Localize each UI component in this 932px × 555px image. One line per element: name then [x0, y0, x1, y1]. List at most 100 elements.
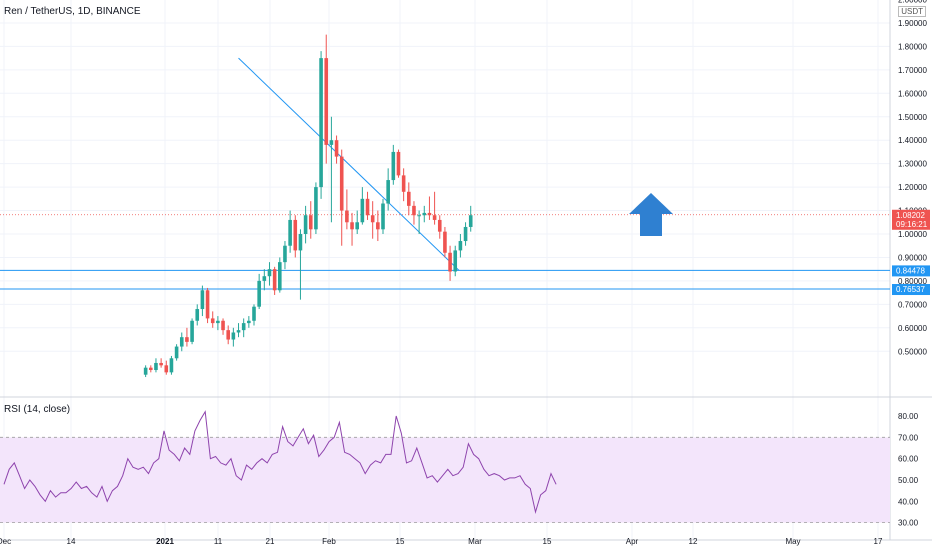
time-tick-label: Apr — [626, 537, 639, 546]
candle-body — [468, 215, 473, 227]
chart-title: Ren / TetherUS, 1D, BINANCE — [4, 6, 141, 17]
candle-body — [195, 309, 200, 321]
candle-body — [143, 367, 148, 375]
level-price-tag-text: 0.84478 — [896, 266, 925, 275]
level-price-tag-text: 0.76537 — [896, 285, 925, 294]
candle-body — [154, 362, 158, 371]
price-tick-label: 1.50000 — [898, 113, 927, 122]
time-tick-label: 12 — [689, 537, 698, 546]
candle-body — [458, 241, 463, 251]
candle-body — [267, 269, 272, 277]
rsi-indicator-title: RSI (14, close) — [4, 404, 71, 415]
candle-body — [401, 175, 406, 192]
candle-body — [463, 226, 468, 242]
candle-body — [360, 198, 365, 223]
candle-body — [231, 332, 236, 340]
candle-body — [221, 320, 225, 331]
candle-body — [422, 212, 427, 216]
candle-body — [391, 151, 396, 181]
candle-body — [308, 215, 313, 230]
time-tick-label: Mar — [468, 537, 482, 546]
candle-body — [185, 337, 189, 342]
rsi-tick-label: 50.00 — [898, 476, 919, 485]
candle-body — [365, 198, 370, 216]
price-tick-label: 0.60000 — [898, 324, 927, 333]
price-tick-label: 1.40000 — [898, 136, 927, 145]
currency-unit-badge[interactable]: USDT — [898, 6, 926, 17]
price-tick-label: 1.80000 — [898, 42, 927, 51]
candle-body — [448, 252, 452, 272]
candle-body — [345, 210, 349, 223]
candle-body — [324, 58, 329, 145]
time-tick-label: 21 — [266, 537, 275, 546]
candle-body — [174, 346, 179, 359]
candle-body — [190, 320, 194, 342]
price-tick-label: 0.80000 — [898, 277, 927, 286]
candle-body — [396, 151, 401, 176]
candle-body — [293, 219, 298, 251]
rsi-tick-label: 40.00 — [898, 497, 919, 506]
candle-body — [283, 245, 287, 263]
candle-body — [216, 320, 220, 324]
level-price-tag — [892, 265, 930, 277]
candle-body — [298, 234, 303, 251]
candle-body — [241, 323, 246, 331]
candle-body — [319, 58, 323, 188]
level-price-tag — [892, 284, 930, 296]
candle-body — [376, 222, 380, 230]
time-tick-label: Feb — [322, 537, 336, 546]
candle-body — [200, 290, 205, 310]
rsi-tick-label: 60.00 — [898, 455, 919, 464]
candle-body — [350, 222, 354, 230]
time-tick-label: 11 — [214, 537, 223, 546]
time-tick-label: 15 — [543, 537, 552, 546]
rsi-band-fill — [0, 437, 890, 523]
rsi-tick-label: 30.00 — [898, 519, 919, 528]
time-tick-label: Dec — [0, 537, 11, 546]
price-tick-label: 0.50000 — [898, 347, 927, 356]
candle-body — [159, 362, 163, 366]
rsi-line — [3, 410, 557, 514]
candle-body — [236, 330, 241, 333]
descending-trendline — [238, 57, 460, 271]
rsi-tick-label: 70.00 — [898, 433, 919, 442]
price-tick-label: 0.90000 — [898, 253, 927, 262]
candle-body — [417, 215, 421, 217]
candle-body — [437, 219, 442, 232]
candle-body — [412, 205, 416, 216]
candle-body — [179, 337, 184, 347]
candle-body — [334, 140, 339, 157]
time-tick-label: 14 — [67, 537, 76, 546]
candle-body — [169, 358, 174, 373]
candle-body — [427, 212, 432, 216]
candle-body — [386, 180, 390, 204]
candle-body — [164, 365, 169, 373]
candle-body — [149, 367, 153, 371]
candle-body — [272, 269, 277, 291]
candle-body — [303, 215, 308, 234]
time-tick-label: 17 — [874, 537, 883, 546]
candle-body — [226, 330, 230, 340]
candle-body — [262, 276, 267, 281]
price-tick-label: 1.30000 — [898, 160, 927, 169]
candle-body — [257, 280, 261, 307]
candle-body — [247, 320, 251, 324]
candle-body — [252, 306, 256, 321]
candle-body — [370, 215, 375, 223]
price-tick-label: 1.70000 — [898, 66, 927, 75]
candle-body — [407, 191, 411, 206]
price-tick-label: 1.60000 — [898, 89, 927, 98]
current-price-tag-text: 09:16:21 — [896, 220, 928, 229]
price-tick-label: 0.70000 — [898, 300, 927, 309]
current-price-tag — [892, 209, 930, 230]
candle-body — [314, 187, 318, 230]
candle-body — [355, 222, 359, 230]
current-price-tag-text: 1.08202 — [896, 211, 925, 220]
candle-body — [288, 219, 292, 246]
rsi-tick-label: 80.00 — [898, 412, 919, 421]
candle-body — [329, 140, 334, 145]
candle-body — [210, 318, 215, 324]
price-tick-label: 1.90000 — [898, 19, 927, 28]
